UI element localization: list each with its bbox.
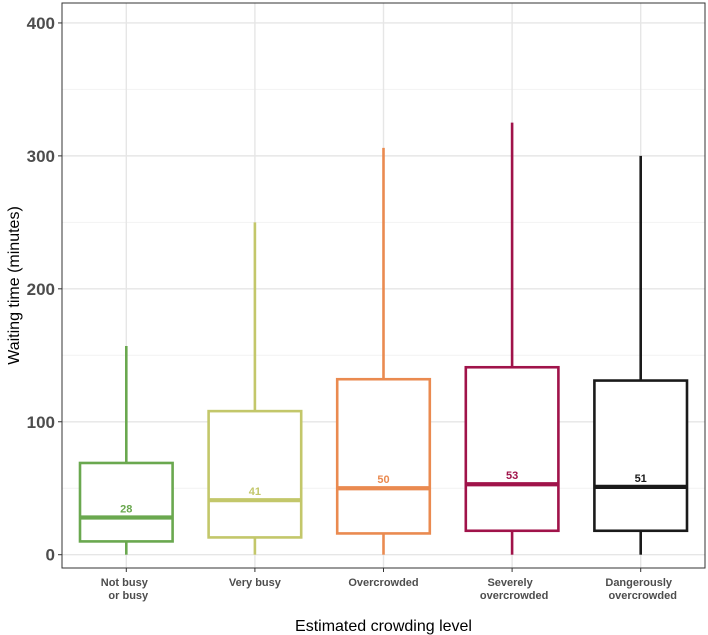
x-axis-title: Estimated crowding level	[295, 618, 472, 635]
median-label: 51	[635, 473, 647, 485]
median-label: 50	[377, 474, 389, 486]
x-tick-label-line: Dangerously	[605, 577, 673, 589]
box-iqr	[207, 409, 303, 539]
x-tick-label-line: Overcrowded	[348, 577, 418, 589]
x-tick-label-line: Very busy	[229, 577, 282, 589]
y-tick-label: 200	[27, 280, 55, 299]
x-axis: Not busy or busy Very busy Overcrowded Sever…	[101, 568, 677, 602]
y-axis-title: Waiting time (minutes)	[6, 206, 23, 365]
x-tick-label: Dangerously overcrowded	[605, 577, 677, 602]
x-tick-label: Not busy or busy	[101, 577, 149, 602]
box-iqr	[78, 461, 174, 543]
x-tick-label-line: overcrowded	[480, 590, 548, 602]
y-tick-label: 400	[27, 14, 55, 33]
box-group: 53	[464, 122, 560, 555]
median-label: 53	[506, 470, 518, 482]
x-tick-label: Severely overcrowded	[480, 577, 548, 602]
box-group: 51	[593, 155, 689, 555]
x-tick-label-line: overcrowded	[608, 590, 676, 602]
median-label: 41	[249, 486, 261, 498]
x-tick-label: Overcrowded	[348, 577, 418, 589]
box-iqr	[593, 379, 689, 533]
box-group: 41	[207, 222, 303, 555]
box-group: 50	[335, 147, 432, 555]
y-tick-label: 0	[46, 546, 55, 565]
y-axis: 0 100 200 300 400	[27, 14, 62, 565]
box-iqr	[464, 365, 560, 533]
y-tick-label: 300	[27, 147, 55, 166]
x-tick-label: Very busy	[229, 577, 282, 589]
x-tick-label-line: Severely	[487, 577, 533, 589]
box-iqr	[335, 377, 432, 535]
y-tick-label: 100	[27, 413, 55, 432]
x-tick-label-line: Not busy	[101, 577, 149, 589]
x-tick-label-line: or busy	[108, 590, 149, 602]
box-group: 28	[78, 345, 174, 555]
boxes: 28 41 50 53 51	[78, 122, 689, 555]
median-label: 28	[120, 503, 132, 515]
